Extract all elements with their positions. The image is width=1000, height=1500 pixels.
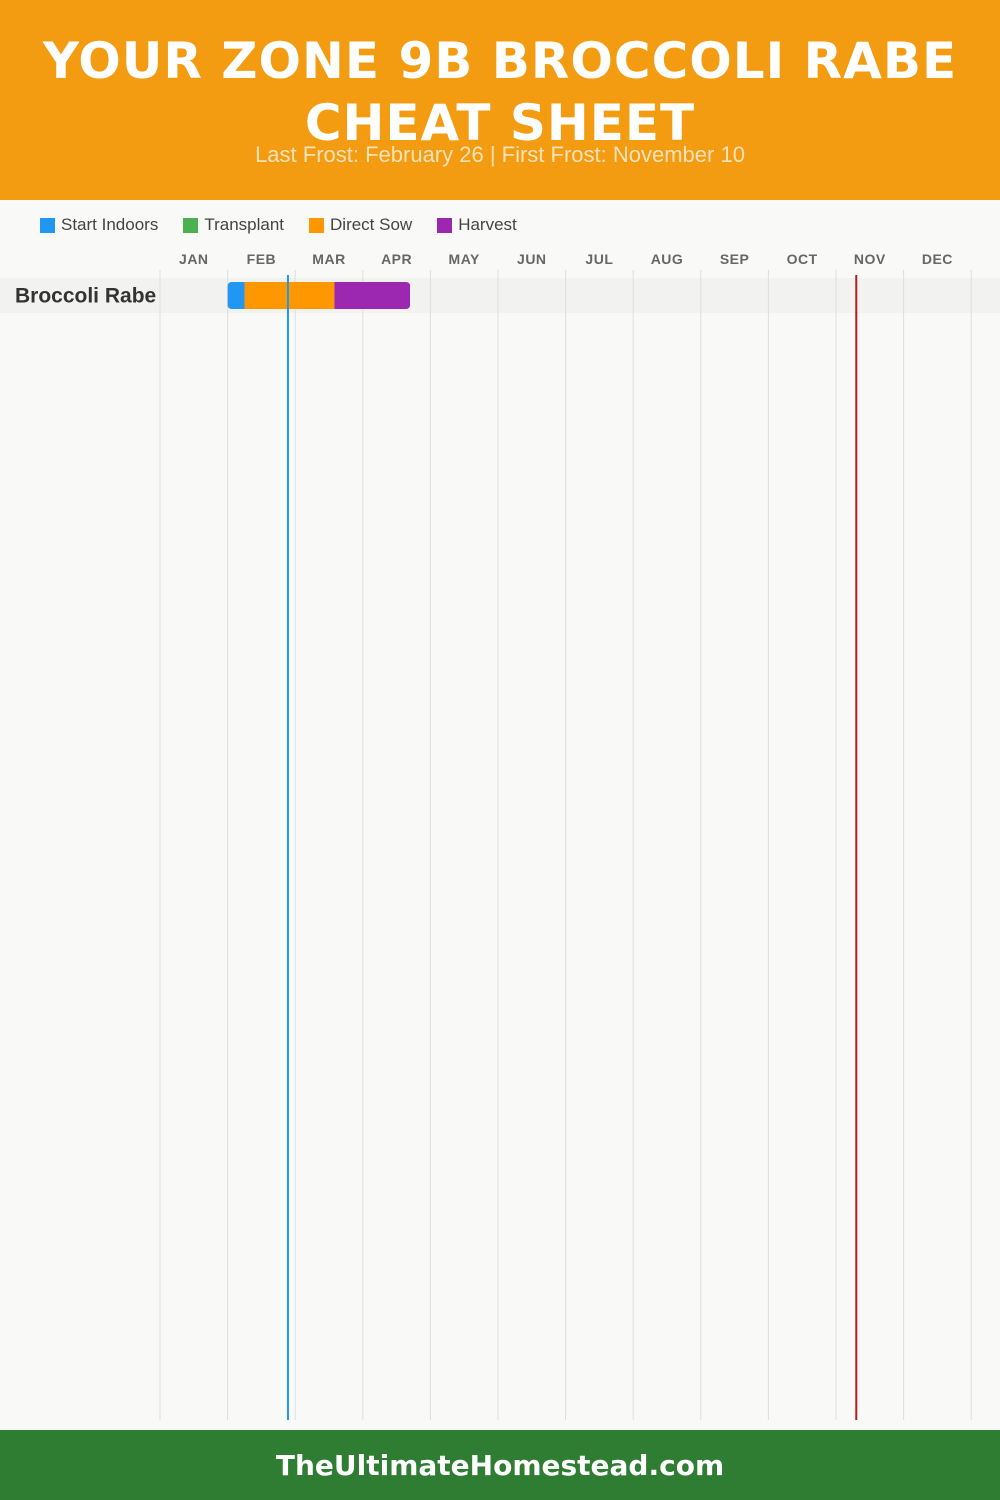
legend-swatch [40, 217, 55, 233]
header-banner: YOUR ZONE 9B BROCCOLI RABE CHEAT SHEET L… [0, 0, 1000, 200]
month-label: JAN [179, 251, 209, 267]
month-label: NOV [854, 251, 886, 267]
planting-calendar-chart: JAN FEB MAR APR MAY JUN JUL AUG SEP OCT NOV DEC Broc… [0, 251, 1000, 1420]
legend-label: Transplant [204, 215, 285, 234]
crop-label: Broccoli Rabe [15, 285, 156, 308]
month-label: SEP [720, 251, 750, 267]
crop-bar-group [227, 282, 411, 309]
legend-label: Start Indoors [61, 215, 159, 234]
legend-item-direct-sow: Direct Sow [309, 215, 412, 235]
legend-item-harvest: Harvest [437, 215, 517, 235]
month-label: AUG [651, 251, 684, 267]
phase-bar-direct-sow [244, 282, 335, 309]
frost-dates-subtitle: Last Frost: February 26 | First Frost: N… [255, 142, 745, 167]
page-title: YOUR ZONE 9B BROCCOLI RABE CHEAT SHEET [42, 32, 958, 152]
phase-bar-harvest [334, 282, 411, 309]
phase-bar-start-indoors [227, 282, 245, 309]
chart-legend: Start Indoors Transplant Direct Sow Harvest [40, 213, 542, 237]
month-label: FEB [247, 251, 277, 267]
month-label: MAR [312, 251, 345, 267]
legend-swatch [183, 217, 199, 233]
month-label: APR [381, 251, 412, 267]
month-label: OCT [787, 251, 818, 267]
month-label: MAY [449, 251, 480, 267]
legend-swatch [437, 217, 453, 233]
legend-label: Direct Sow [330, 215, 413, 234]
footer-banner: TheUltimateHomestead.com [0, 1430, 1000, 1500]
legend-swatch [309, 217, 325, 233]
month-label: DEC [922, 251, 953, 267]
site-link[interactable]: TheUltimateHomestead.com [275, 1448, 725, 1482]
month-label: JUL [585, 251, 613, 267]
month-label: JUN [517, 251, 547, 267]
legend-item-transplant: Transplant [183, 215, 284, 235]
legend-label: Harvest [458, 215, 517, 234]
crop-row-background [0, 278, 1000, 313]
legend-item-start-indoors: Start Indoors [40, 215, 158, 235]
